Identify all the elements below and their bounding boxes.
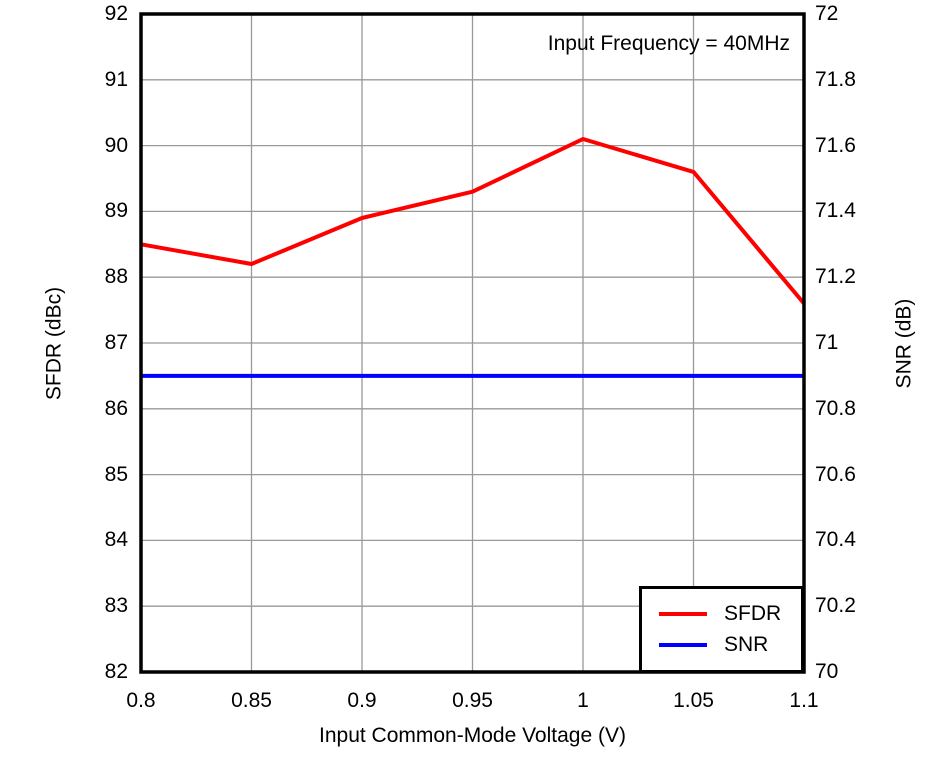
legend-label-snr: SNR — [724, 633, 769, 656]
legend-line-swatch-snr — [659, 643, 707, 647]
x-axis-tick-label: 0.9 — [347, 689, 377, 712]
x-axis-tick-label: 1 — [577, 689, 589, 712]
x-axis-tick-label: 1.1 — [789, 689, 819, 712]
x-axis-title: Input Common-Mode Voltage (V) — [319, 724, 626, 747]
series-line-sfdr — [140, 137, 806, 305]
y-axis-right-tick-label: 70.8 — [815, 396, 856, 420]
y-axis-left-tick-label: 88 — [104, 265, 128, 289]
y-axis-right-tick-label: 70.4 — [815, 528, 856, 552]
x-axis-tick-label: 1.05 — [673, 689, 714, 712]
y-axis-left-tick-label: 87 — [104, 331, 128, 354]
y-axis-left-tick-label: 82 — [104, 660, 128, 683]
y-axis-right-tick-label: 71.4 — [815, 199, 856, 223]
chart-annotation: Input Frequency = 40MHz — [547, 32, 790, 55]
plot-frame — [139, 12, 806, 674]
y-axis-right-tick-label: 71.6 — [815, 133, 856, 157]
legend-item-sfdr: SFDR — [659, 602, 801, 626]
y-axis-left-tick-label: 91 — [104, 67, 128, 91]
y-axis-left-tick-label: 89 — [104, 199, 128, 223]
y-axis-right-tick-label: 71.8 — [815, 67, 856, 91]
x-axis-tick-label: 0.95 — [452, 689, 493, 712]
y-axis-left-tick-label: 84 — [104, 528, 128, 552]
y-axis-left-tick-label: 83 — [104, 594, 128, 618]
y-axis-left-tick-label: 86 — [104, 396, 128, 420]
y-axis-right-tick-label: 70.2 — [815, 594, 856, 618]
legend-label-sfdr: SFDR — [724, 602, 782, 625]
y-axis-right-tick-label: 71 — [815, 331, 839, 354]
legend-item-snr: SNR — [659, 633, 801, 657]
y-axis-title-right: SNR (dB) — [892, 298, 916, 389]
y-axis-right-tick-label: 71.2 — [815, 265, 856, 289]
legend-line-swatch-sfdr — [659, 612, 707, 616]
x-axis-tick-label: 0.8 — [126, 689, 156, 712]
y-axis-title-left: SFDR (dBc) — [42, 286, 66, 401]
x-axis-tick-label: 0.85 — [231, 689, 272, 712]
y-axis-right-tick-label: 70.6 — [815, 462, 856, 486]
y-axis-left-tick-label: 85 — [104, 462, 128, 486]
y-axis-right-tick-label: 72 — [815, 2, 839, 25]
legend: SFDR SNR — [639, 586, 804, 673]
y-axis-left-tick-label: 90 — [104, 133, 128, 157]
y-axis-right-tick-label: 70 — [815, 660, 839, 683]
y-axis-left-tick-label: 92 — [104, 2, 128, 25]
